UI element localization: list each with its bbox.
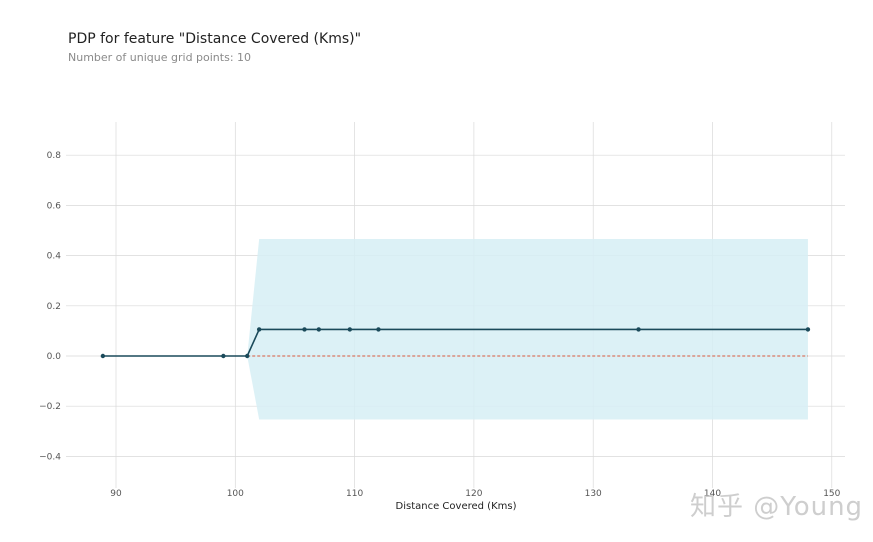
- data-point: [316, 327, 322, 332]
- data-point: [256, 327, 262, 332]
- x-tick-label: 100: [227, 489, 244, 499]
- y-tick-label: −0.2: [39, 402, 61, 412]
- y-tick-label: 0.8: [47, 151, 62, 161]
- data-point: [805, 327, 811, 332]
- x-tick-label: 90: [110, 489, 122, 499]
- data-point: [221, 353, 226, 359]
- y-tick-label: 0.2: [47, 302, 61, 312]
- watermark: 知乎 @Young: [690, 492, 864, 522]
- x-tick-label: 140: [704, 489, 721, 499]
- data-point: [245, 353, 250, 359]
- y-tick-label: 0.0: [47, 352, 62, 362]
- y-axis-ticks: −0.4 −0.2 0.0 0.2 0.4 0.6 0.8: [39, 151, 61, 462]
- x-tick-label: 130: [585, 489, 602, 499]
- x-tick-label: 110: [346, 489, 363, 499]
- data-point: [302, 327, 307, 332]
- data-point: [636, 327, 641, 332]
- y-tick-label: −0.4: [39, 452, 61, 462]
- chart-subtitle: Number of unique grid points: 10: [68, 51, 252, 64]
- chart-title: PDP for feature "Distance Covered (Kms)": [68, 31, 362, 47]
- data-point: [347, 327, 353, 332]
- x-tick-label: 120: [465, 489, 482, 499]
- pdp-line: [100, 327, 811, 359]
- data-point: [376, 327, 381, 332]
- y-tick-label: 0.4: [47, 252, 62, 262]
- data-point: [100, 353, 106, 359]
- y-tick-label: 0.6: [47, 201, 62, 211]
- x-tick-label: 150: [823, 489, 840, 499]
- x-axis-label: Distance Covered (Kms): [396, 501, 517, 512]
- x-axis-ticks: 90 100 110 120 130 140 150: [110, 489, 840, 499]
